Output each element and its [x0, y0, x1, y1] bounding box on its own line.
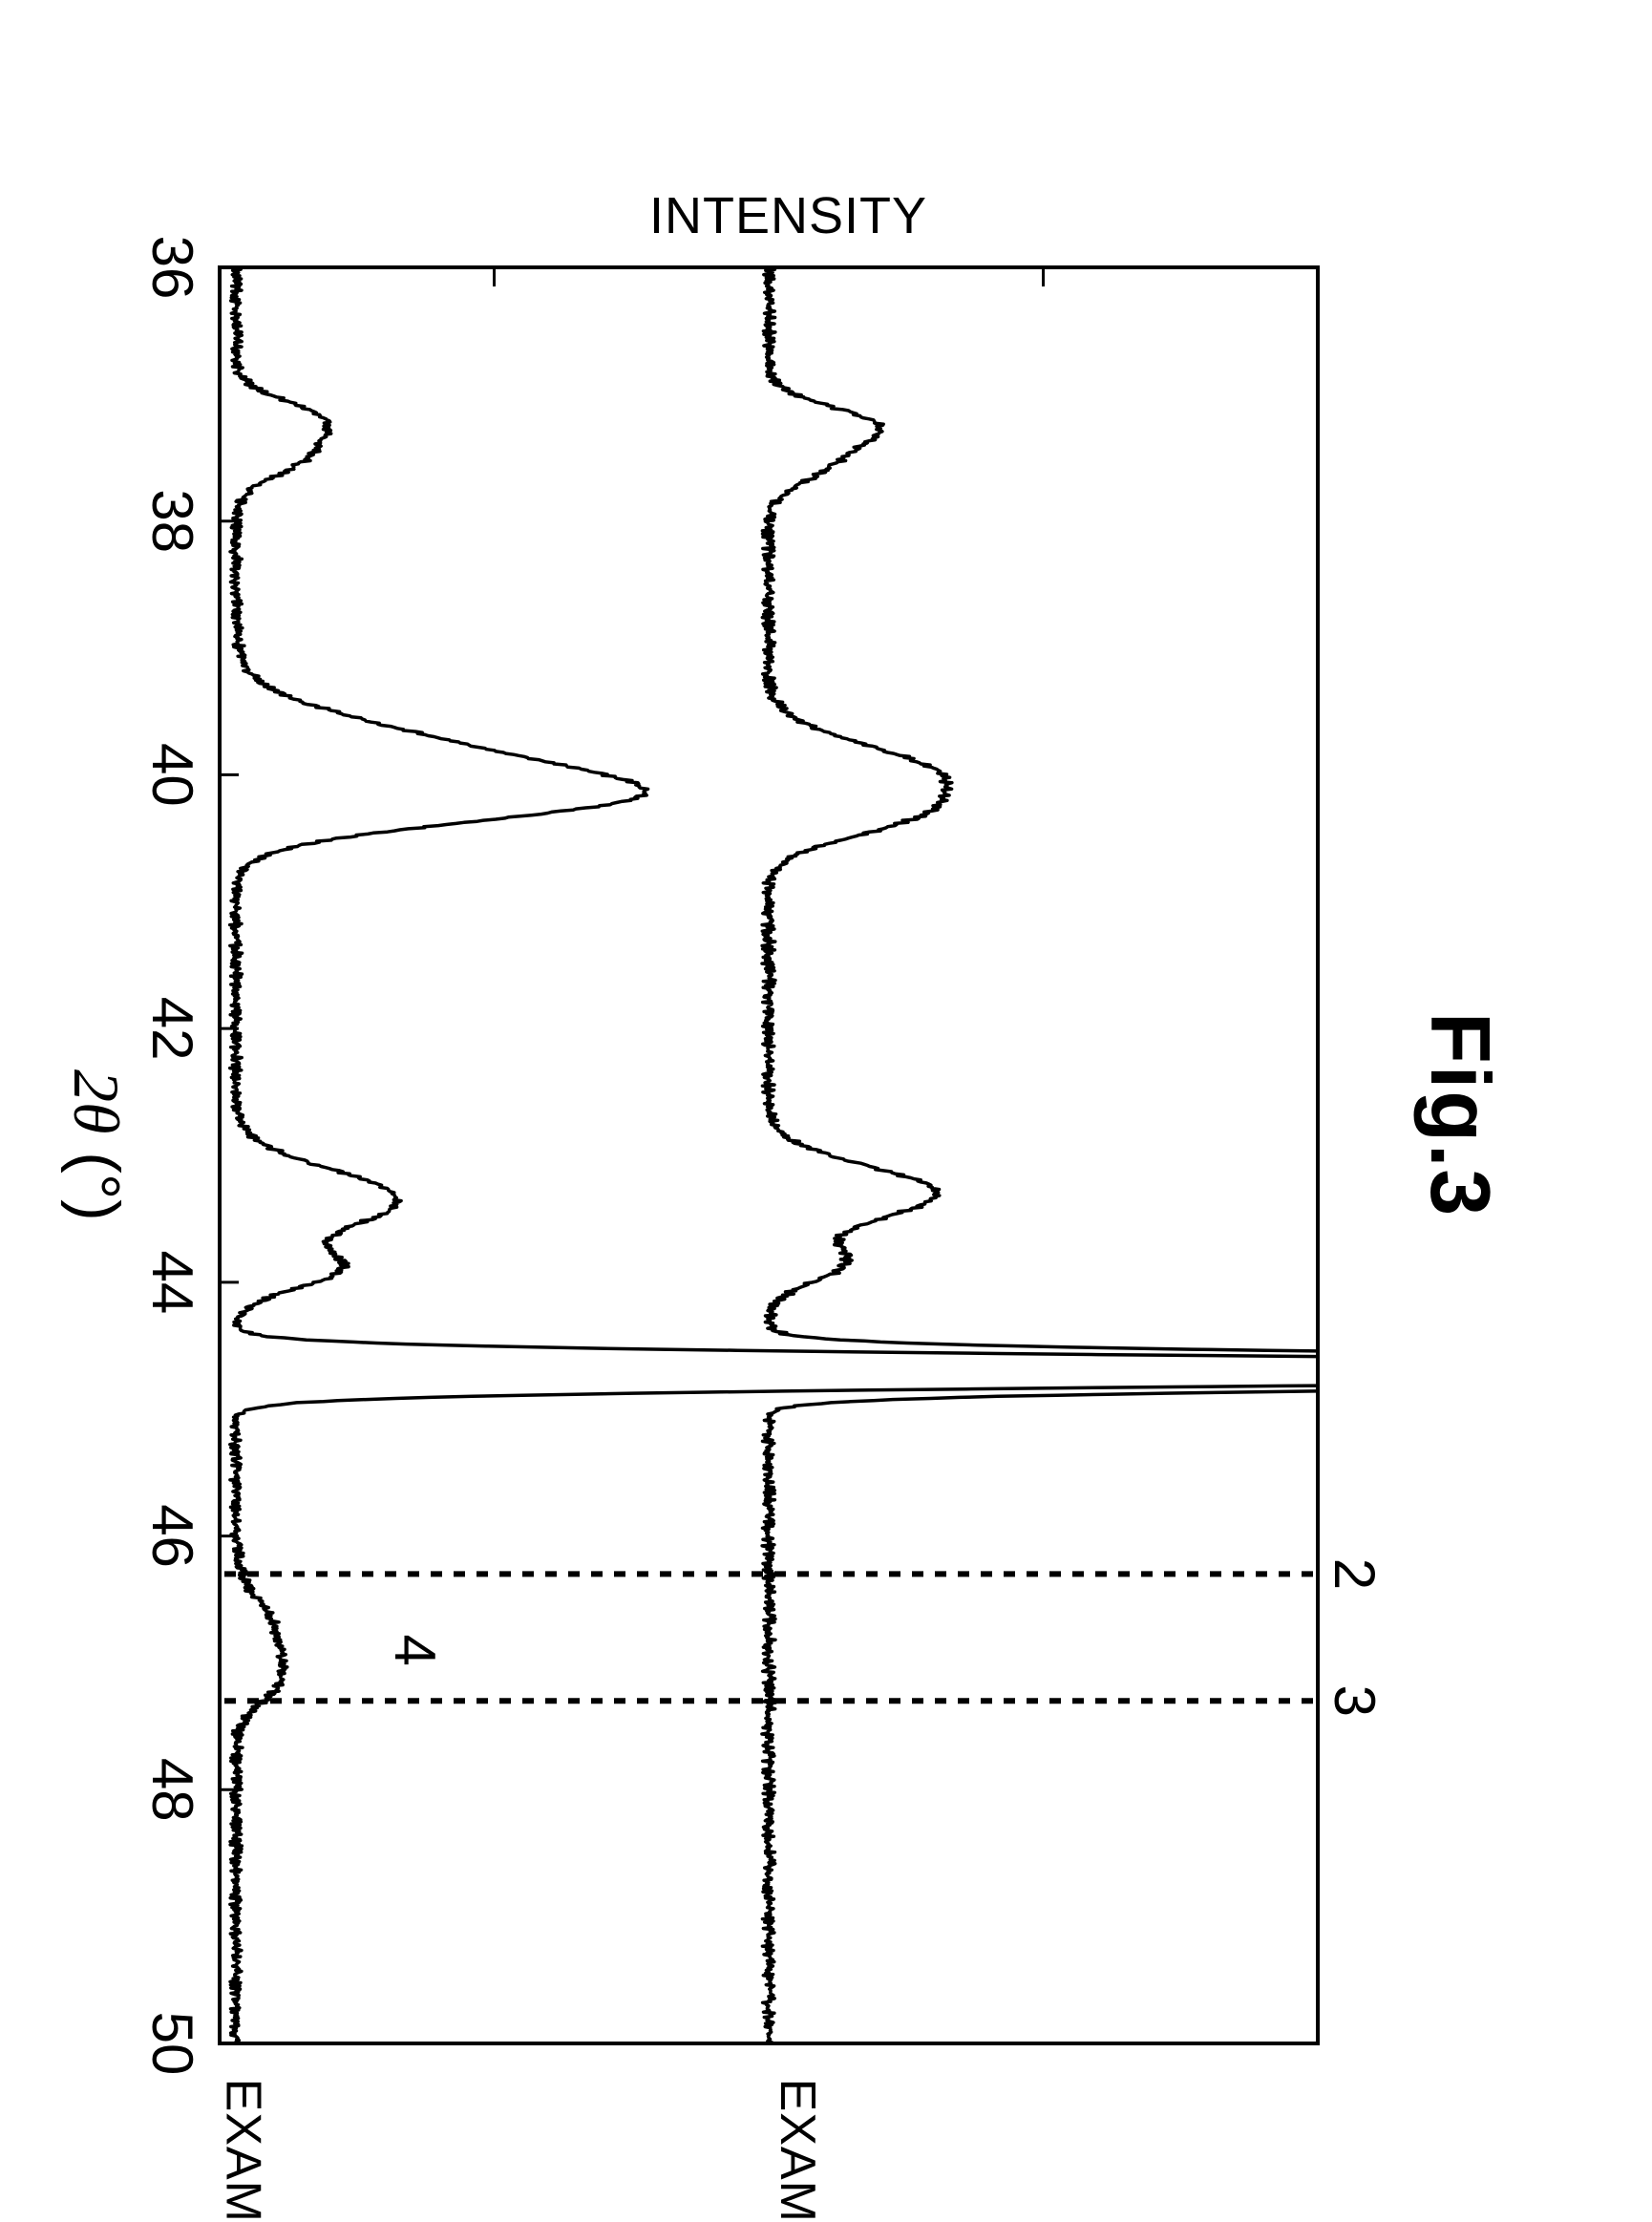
series-label: EXAMPLE 4: [215, 2079, 270, 2222]
x-tick-label: 42: [140, 997, 204, 1061]
x-tick-label: 36: [140, 236, 204, 300]
x-tick-label: 40: [140, 743, 204, 807]
x-axis-label: 2θ (°): [58, 1069, 134, 1221]
xrd-trace: [230, 267, 1652, 2043]
x-tick-label: 44: [140, 1250, 204, 1314]
dashed-line-label: 3: [1323, 1685, 1387, 1717]
series-label: EXAMPLE 1: [770, 2079, 825, 2222]
x-tick-label: 50: [140, 2012, 204, 2076]
annotation-number: 4: [383, 1634, 447, 1665]
x-tick-label: 38: [140, 489, 204, 553]
dashed-line-label: 2: [1323, 1558, 1387, 1590]
x-tick-label: 48: [140, 1758, 204, 1822]
x-tick-label: 46: [140, 1504, 204, 1568]
y-axis-label: INTENSITY: [649, 186, 927, 245]
xrd-plot: 36 38 40 42 44 46 48 50 2 3 EXAMPLE 1 EXAMPLE 4 4: [0, 0, 1652, 2222]
xrd-trace: [762, 267, 1652, 2043]
